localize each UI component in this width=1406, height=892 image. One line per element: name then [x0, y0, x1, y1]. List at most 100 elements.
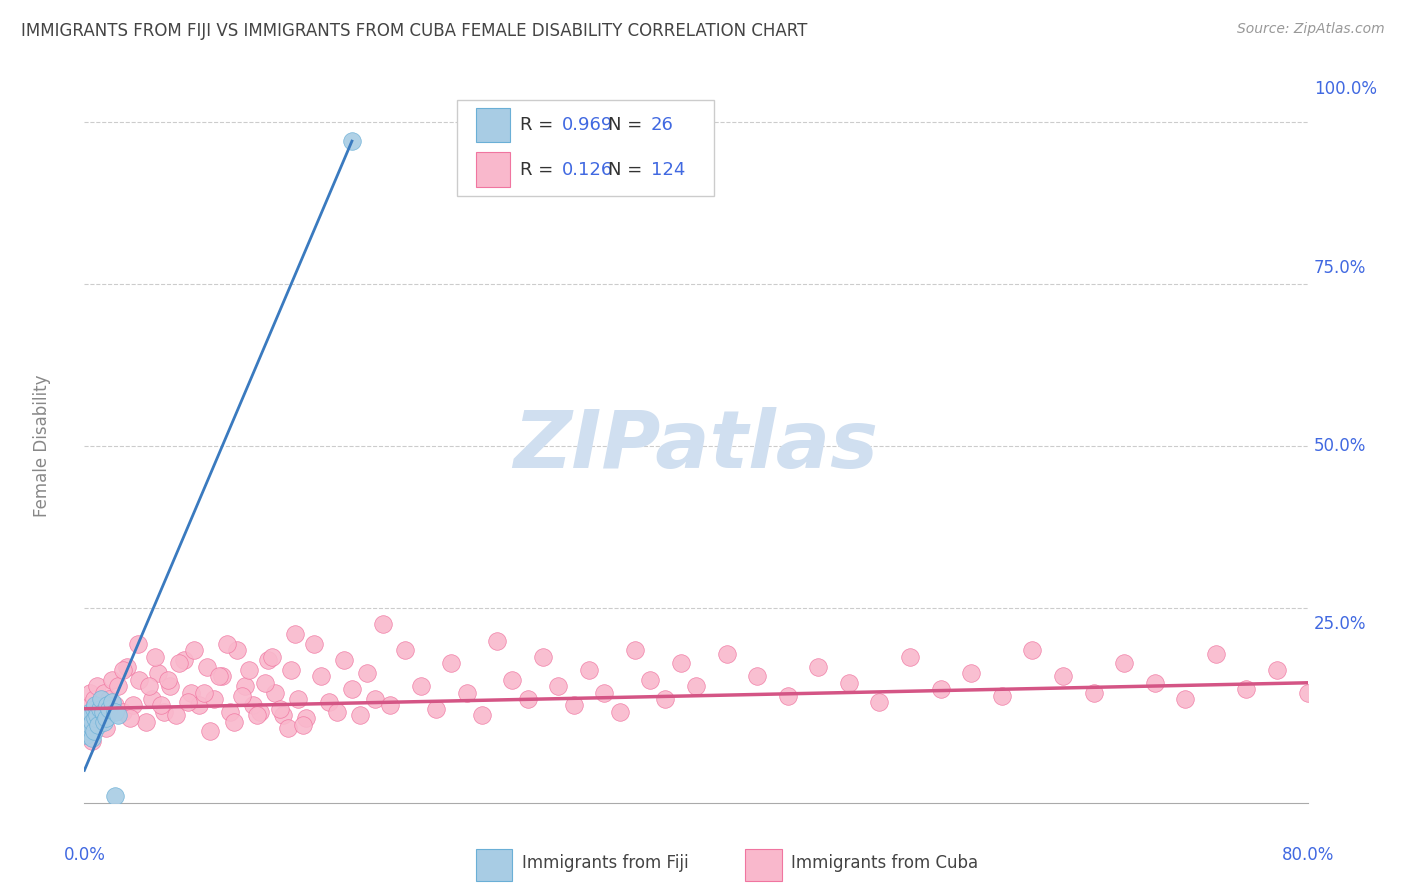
Point: [138, 679, 160, 693]
Point: [471, 708, 494, 723]
Point: [159, 679, 181, 693]
Point: [97, 702, 120, 716]
Point: [104, 698, 127, 713]
Point: [79, 714, 101, 729]
Point: [1265, 663, 1288, 677]
Point: [425, 702, 447, 716]
Text: 0.969: 0.969: [561, 116, 613, 134]
Point: [380, 698, 402, 713]
Point: [91, 705, 114, 719]
Point: [211, 669, 233, 683]
Point: [76, 721, 98, 735]
Point: [120, 711, 142, 725]
Point: [516, 692, 538, 706]
Point: [80, 714, 103, 729]
Point: [838, 675, 860, 690]
Text: 100.0%: 100.0%: [1313, 80, 1376, 98]
Point: [277, 721, 299, 735]
Point: [80, 734, 103, 748]
Point: [153, 705, 176, 719]
Point: [84, 698, 107, 713]
Point: [1174, 692, 1197, 706]
Bar: [475, 849, 512, 881]
Text: IMMIGRANTS FROM FIJI VS IMMIGRANTS FROM CUBA FEMALE DISABILITY CORRELATION CHART: IMMIGRANTS FROM FIJI VS IMMIGRANTS FROM …: [21, 22, 807, 40]
Point: [747, 669, 769, 683]
Point: [669, 657, 692, 671]
Point: [269, 702, 291, 716]
Point: [257, 653, 280, 667]
Point: [101, 673, 124, 687]
Text: 0.126: 0.126: [561, 161, 613, 178]
Point: [302, 637, 325, 651]
Point: [215, 637, 238, 651]
Point: [394, 643, 416, 657]
Point: [292, 718, 315, 732]
Point: [218, 705, 240, 719]
Point: [287, 692, 309, 706]
Point: [340, 134, 363, 148]
Point: [107, 679, 129, 693]
Point: [1205, 647, 1227, 661]
Point: [202, 692, 225, 706]
Point: [409, 679, 432, 693]
Point: [238, 663, 260, 677]
Point: [578, 663, 600, 677]
Point: [716, 647, 738, 661]
Text: Female Disability: Female Disability: [32, 375, 51, 517]
Point: [869, 695, 891, 709]
Text: 80.0%: 80.0%: [1281, 846, 1334, 863]
Point: [80, 705, 103, 719]
Point: [1234, 682, 1257, 697]
Point: [1021, 643, 1043, 657]
Point: [246, 708, 269, 723]
Point: [94, 711, 117, 725]
Point: [929, 682, 952, 697]
Point: [193, 685, 215, 699]
Point: [262, 649, 284, 664]
FancyBboxPatch shape: [457, 100, 714, 196]
Point: [960, 666, 983, 681]
Point: [87, 708, 110, 723]
Point: [364, 692, 387, 706]
Point: [79, 705, 101, 719]
Point: [91, 705, 114, 719]
Point: [122, 698, 145, 713]
Text: R =: R =: [520, 161, 558, 178]
Point: [94, 721, 117, 735]
Point: [195, 659, 218, 673]
Text: R =: R =: [520, 116, 558, 134]
Point: [638, 673, 661, 687]
Point: [502, 673, 524, 687]
Bar: [745, 849, 782, 881]
Point: [1296, 685, 1319, 699]
Point: [371, 617, 394, 632]
Point: [76, 721, 98, 735]
Point: [188, 698, 211, 713]
Point: [101, 695, 124, 709]
Point: [183, 643, 205, 657]
Point: [79, 685, 101, 699]
Point: [111, 705, 134, 719]
Point: [991, 689, 1014, 703]
Point: [624, 643, 647, 657]
Point: [79, 718, 101, 732]
Point: [271, 708, 294, 723]
Point: [143, 649, 166, 664]
Point: [93, 685, 115, 699]
Point: [77, 728, 100, 742]
Text: 26: 26: [651, 116, 673, 134]
Point: [107, 708, 129, 723]
Point: [77, 711, 100, 725]
Point: [233, 679, 256, 693]
Point: [104, 789, 127, 804]
Point: [318, 695, 340, 709]
Text: 0.0%: 0.0%: [63, 846, 105, 863]
Point: [86, 679, 108, 693]
Text: ZIPatlas: ZIPatlas: [513, 407, 879, 485]
Point: [165, 708, 187, 723]
Point: [1052, 669, 1074, 683]
Point: [593, 685, 616, 699]
Point: [1114, 657, 1136, 671]
Point: [562, 698, 585, 713]
Point: [135, 714, 157, 729]
